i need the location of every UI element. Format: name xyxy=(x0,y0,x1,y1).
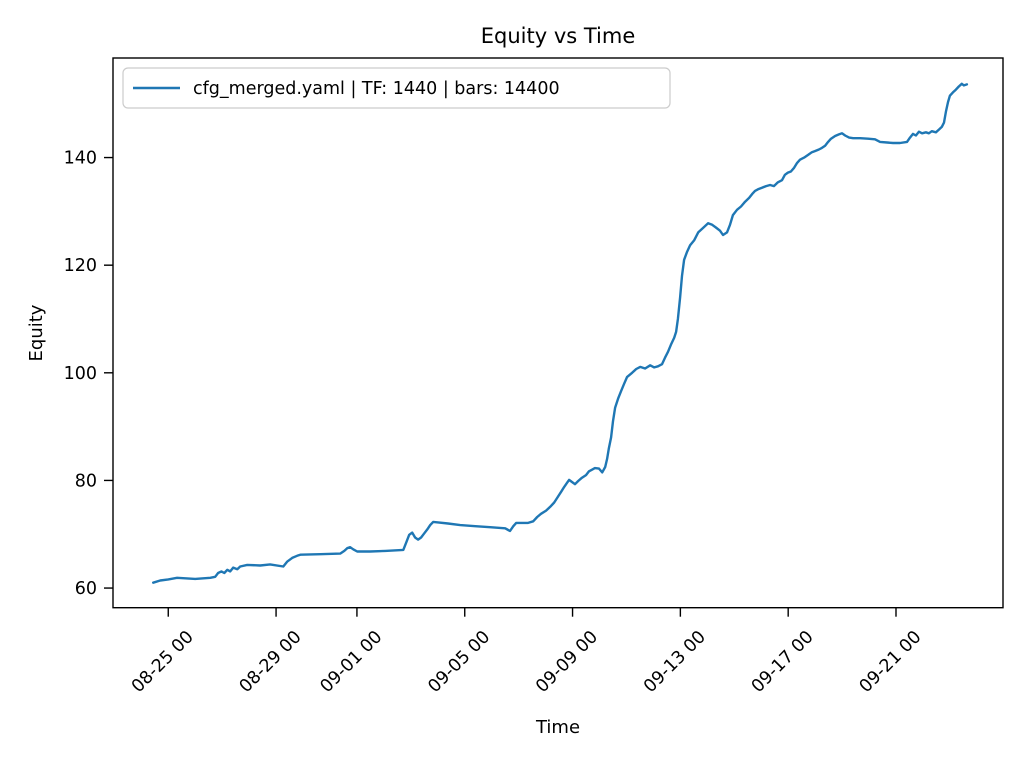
x-tick-label: 08-29 00 xyxy=(236,627,306,697)
legend: cfg_merged.yaml | TF: 1440 | bars: 14400 xyxy=(122,67,671,109)
y-axis-ticks: 60 80 100 120 140 xyxy=(64,149,113,599)
legend-box xyxy=(122,67,671,109)
x-tick-label: 09-05 00 xyxy=(424,627,494,697)
plot-frame xyxy=(112,57,1004,609)
y-axis-label: Equity xyxy=(26,304,47,361)
equity-curve xyxy=(152,82,969,584)
y-tick-label: 60 xyxy=(75,579,97,599)
equity-line-series xyxy=(152,82,969,584)
legend-entry-label: cfg_merged.yaml | TF: 1440 | bars: 14400 xyxy=(193,79,560,99)
x-tick-label: 09-13 00 xyxy=(640,627,710,697)
y-tick-label: 120 xyxy=(64,256,97,276)
chart-title: Equity vs Time xyxy=(481,24,636,48)
x-tick-label: 09-09 00 xyxy=(532,627,602,697)
x-axis-label: Time xyxy=(535,717,580,738)
x-axis-ticks: 08-25 00 08-29 00 09-01 00 09-05 00 09-09 00… xyxy=(128,607,926,697)
y-tick-label: 140 xyxy=(64,149,97,169)
y-tick-label: 100 xyxy=(64,364,97,384)
y-tick-label: 80 xyxy=(75,471,97,491)
x-tick-label: 09-01 00 xyxy=(317,627,387,697)
x-tick-label: 09-17 00 xyxy=(748,627,818,697)
x-tick-label: 08-25 00 xyxy=(128,627,198,697)
x-tick-label: 09-21 00 xyxy=(856,627,926,697)
